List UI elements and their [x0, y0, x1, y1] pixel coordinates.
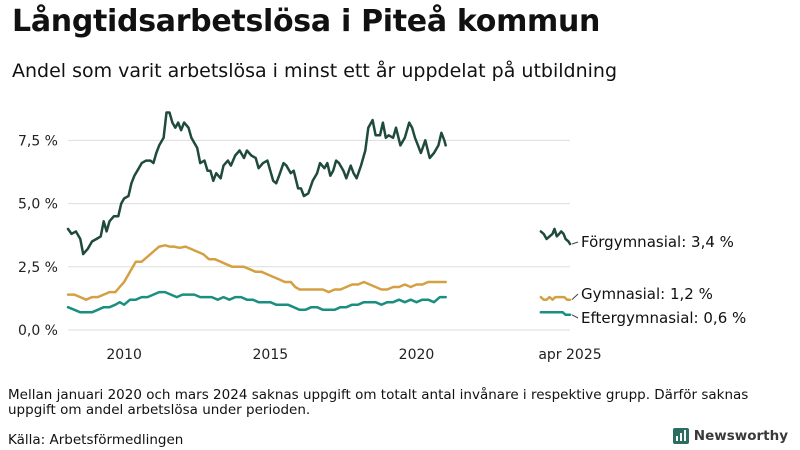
series-line: [539, 295, 572, 301]
chart-title: Långtidsarbetslösa i Piteå kommun: [12, 4, 601, 39]
series-line: [539, 227, 572, 246]
bar-chart-icon: [672, 428, 689, 444]
series-end-label: Eftergymnasial: 0,6 %: [581, 309, 746, 327]
series-end-label: Förgymnasial: 3,4 %: [581, 233, 734, 251]
label-connector: [571, 241, 579, 245]
x-tick-label: 2015: [253, 347, 289, 363]
chart-source: Källa: Arbetsförmedlingen: [8, 432, 184, 448]
chart-subtitle: Andel som varit arbetslösa i minst ett å…: [12, 60, 618, 82]
series-line: [66, 244, 447, 301]
series-line: [66, 111, 447, 256]
series-line: [66, 290, 447, 314]
label-connector: [571, 293, 579, 301]
x-tick-label: 2010: [106, 347, 142, 363]
label-connector: [571, 314, 579, 319]
brand-logo: Newsworthy: [672, 428, 788, 444]
x-tick-label: apr 2025: [538, 347, 601, 363]
x-tick-label: 2020: [399, 347, 435, 363]
series-end-label: Gymnasial: 1,2 %: [581, 285, 713, 303]
chart-note: Mellan januari 2020 och mars 2024 saknas…: [8, 387, 749, 418]
y-tick-label: 5,0 %: [18, 197, 58, 213]
y-tick-label: 2,5 %: [18, 260, 58, 276]
series-line: [539, 311, 572, 317]
brand-name: Newsworthy: [693, 428, 788, 444]
y-tick-label: 0,0 %: [18, 323, 58, 339]
y-tick-label: 7,5 %: [18, 133, 58, 149]
